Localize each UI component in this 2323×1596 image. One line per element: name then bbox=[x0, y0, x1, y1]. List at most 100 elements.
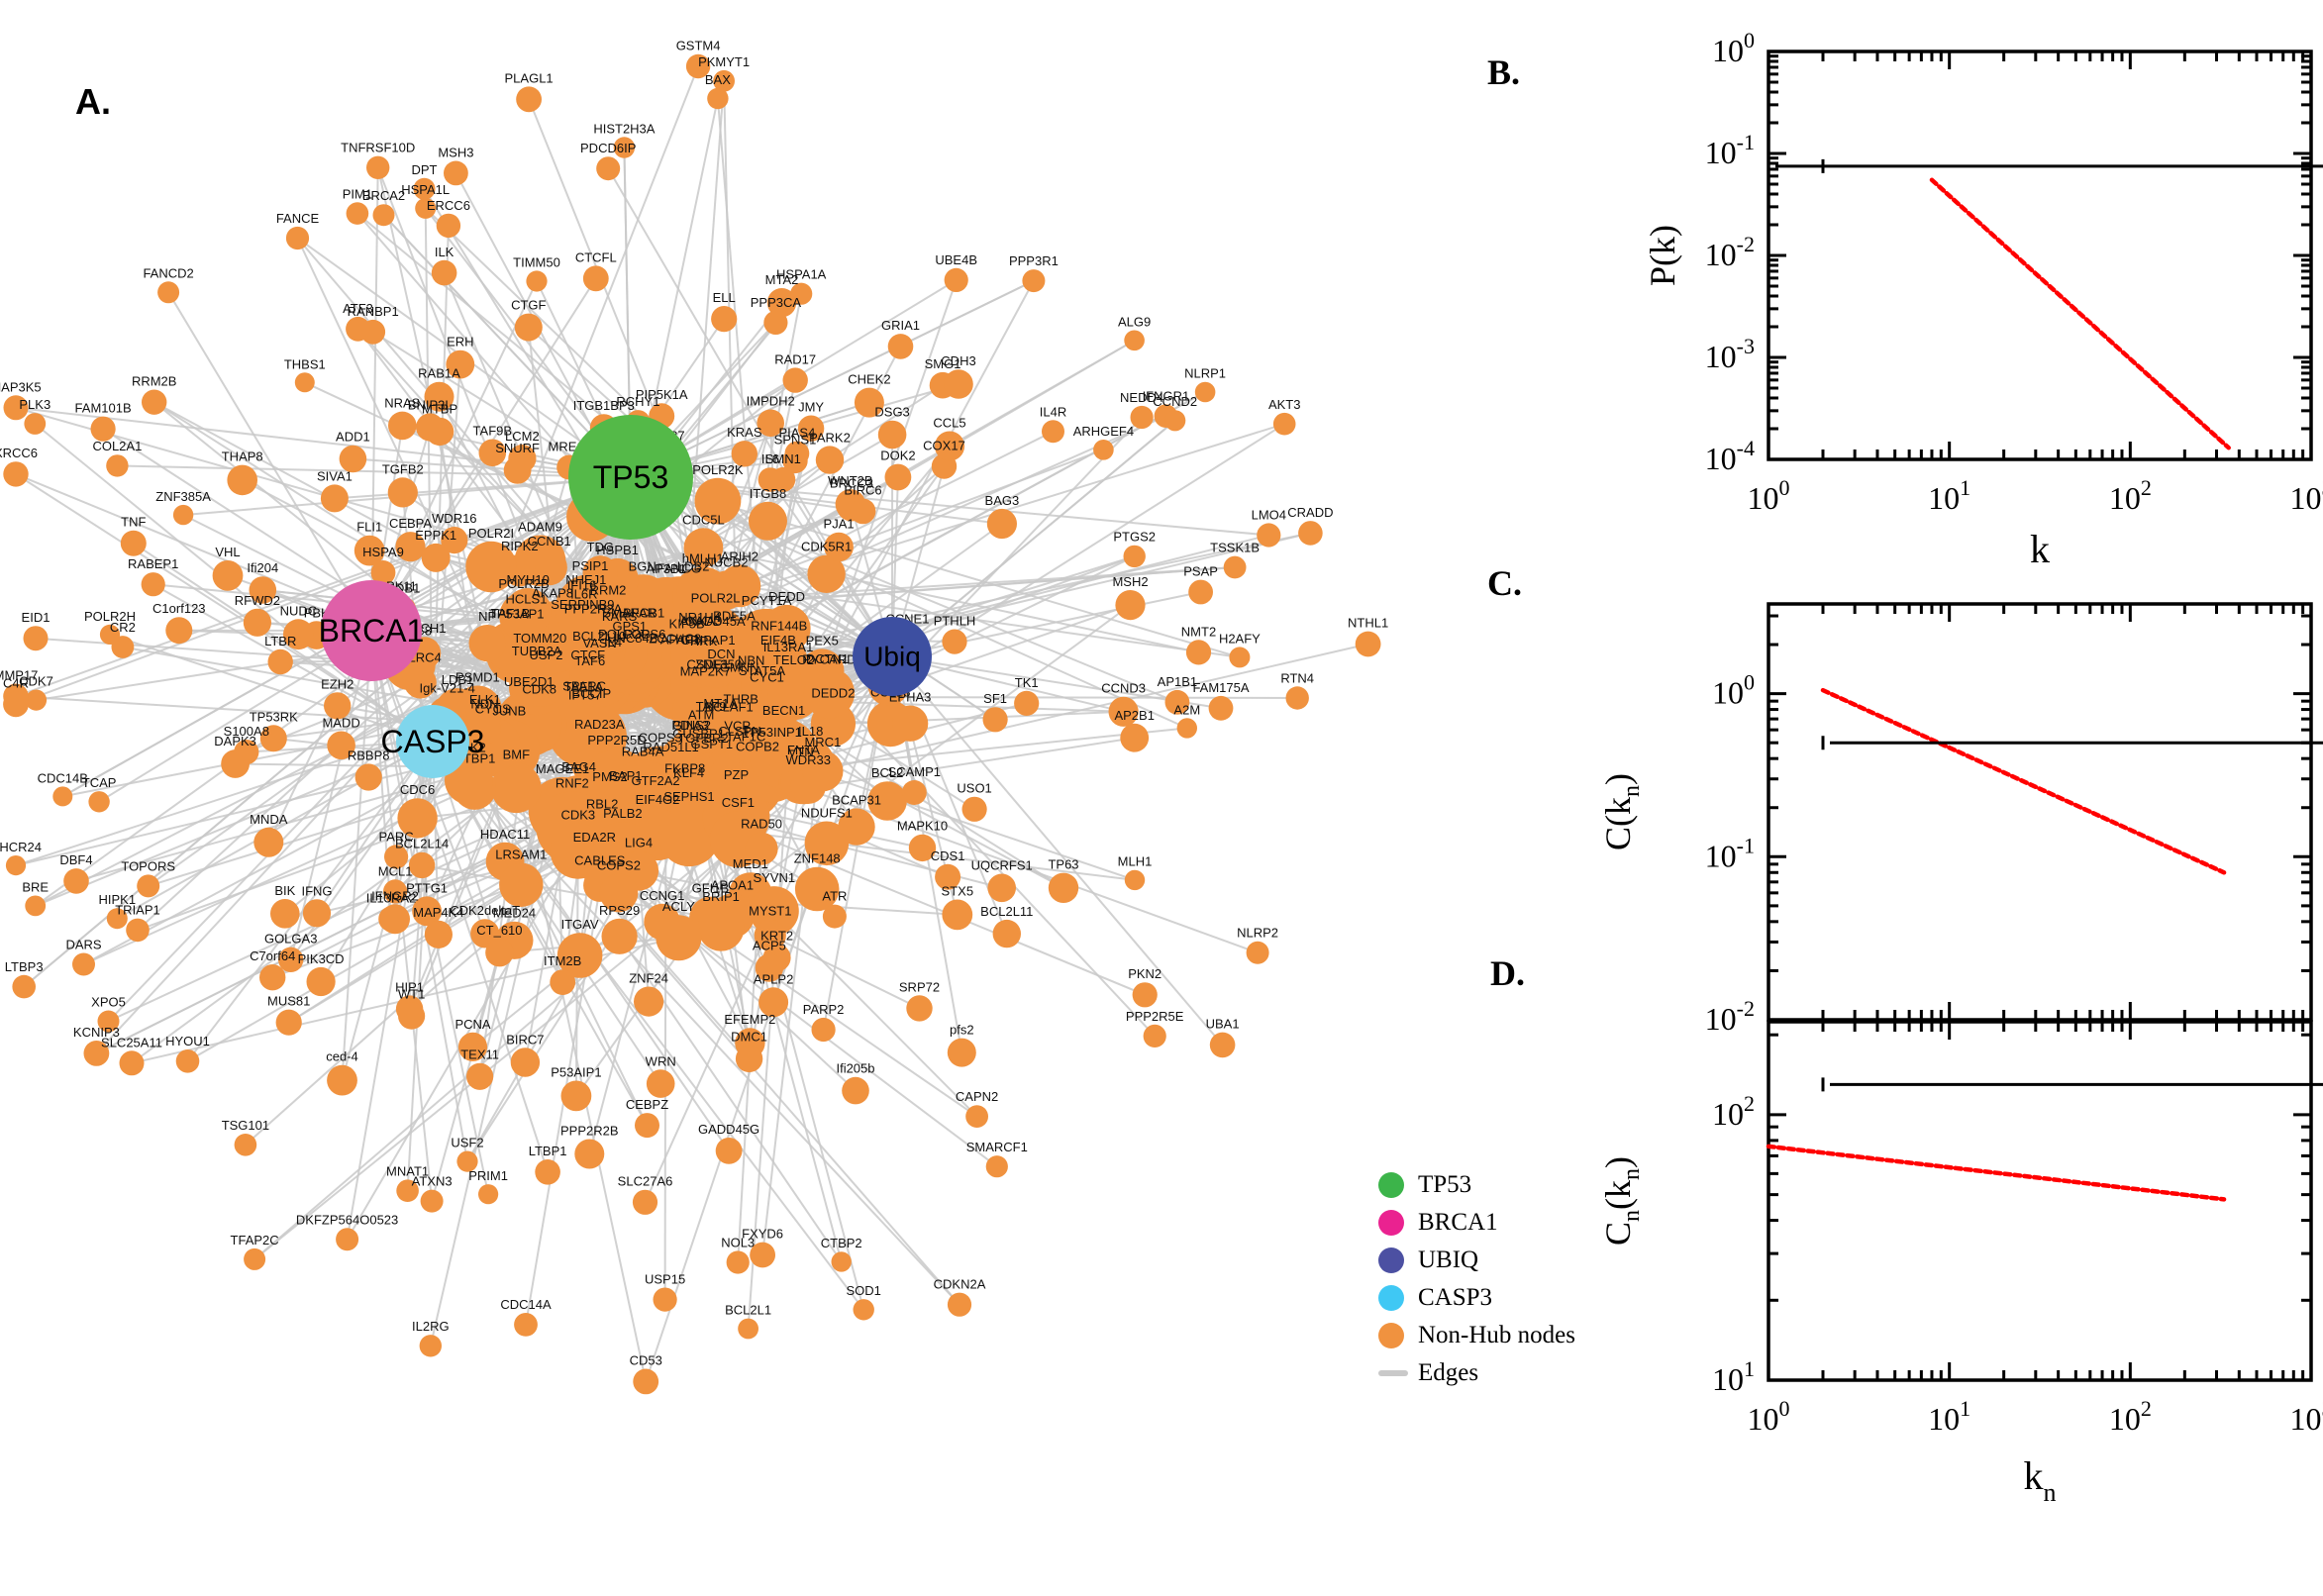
network-node bbox=[384, 845, 409, 869]
network-node-label: KRT2 bbox=[760, 928, 793, 943]
network-node bbox=[514, 313, 543, 342]
network-node-label: MSH2 bbox=[1112, 574, 1148, 589]
network-node-label: hMLH1 bbox=[682, 551, 724, 566]
network-node-label: DAPK3 bbox=[214, 734, 256, 748]
legend-node-circle-icon bbox=[1378, 1323, 1404, 1348]
network-node bbox=[25, 689, 48, 711]
network-node-label: SIVA1 bbox=[317, 468, 353, 483]
network-node-label: PPP2R2B bbox=[560, 1124, 619, 1139]
network-node bbox=[419, 1335, 442, 1357]
network-node-label: POLR2K bbox=[692, 462, 744, 477]
network-node bbox=[824, 532, 854, 562]
network-edge bbox=[15, 473, 434, 743]
network-node-label: FANCD2 bbox=[143, 265, 193, 280]
network-node-label: IMPDH2 bbox=[747, 393, 795, 408]
network-node-label: EIF4G2 bbox=[636, 792, 680, 807]
network-node bbox=[283, 619, 314, 650]
network-node bbox=[106, 908, 128, 930]
network-node-label: MYST1 bbox=[749, 904, 791, 919]
network-node bbox=[63, 868, 89, 894]
network-node-label: CDH3 bbox=[941, 353, 975, 368]
network-node bbox=[738, 1318, 758, 1340]
network-node-label: CR2 bbox=[110, 620, 136, 635]
network-node-label: MTBP bbox=[422, 402, 457, 417]
network-node bbox=[1298, 521, 1323, 546]
network-node bbox=[601, 918, 638, 954]
network-node-label: PIM1 bbox=[343, 186, 372, 201]
network-node-label: TRIAP1 bbox=[115, 903, 160, 918]
network-node-label: HSPA9 bbox=[362, 545, 404, 559]
network-node bbox=[811, 1017, 836, 1043]
network-node bbox=[478, 1184, 499, 1205]
network-node-label: RPS29 bbox=[599, 903, 640, 918]
y-tick-label: 10-2 bbox=[1705, 232, 1755, 272]
network-node-label: ELK1 bbox=[469, 692, 501, 707]
network-node-label: CDC6 bbox=[400, 782, 435, 797]
network-edge bbox=[891, 655, 1224, 1047]
network-node-label: THRB bbox=[724, 691, 758, 706]
network-node bbox=[120, 530, 147, 556]
network-node-label: CDK3 bbox=[560, 807, 595, 822]
legend-item-2: UBIQ bbox=[1378, 1242, 1575, 1279]
network-node bbox=[324, 692, 352, 720]
network-node-label: CDC14A bbox=[500, 1297, 552, 1312]
network-node bbox=[234, 1134, 257, 1156]
network-node bbox=[850, 498, 876, 525]
network-node bbox=[942, 629, 967, 654]
network-node bbox=[526, 270, 548, 292]
network-node bbox=[755, 953, 784, 982]
network-node-label: PMS2 bbox=[592, 769, 627, 784]
y-tick-label: 101 bbox=[1712, 1356, 1755, 1397]
network-node-label: MUS81 bbox=[267, 994, 310, 1009]
network-node-label: IL4R bbox=[1040, 404, 1066, 419]
network-node-label: GADD45G bbox=[698, 1122, 759, 1137]
network-node bbox=[397, 798, 438, 839]
network-node-label: PRIM1 bbox=[468, 1168, 508, 1183]
network-node bbox=[656, 915, 702, 961]
network-node-label: WDR16 bbox=[432, 511, 477, 526]
network-node bbox=[446, 349, 475, 379]
network-node-label: APAF1 bbox=[660, 632, 700, 647]
legend-item-0: TP53 bbox=[1378, 1166, 1575, 1204]
network-node-label: SNURF bbox=[495, 441, 540, 455]
network-node-label: ILK bbox=[435, 245, 454, 259]
network-node-label: CSF1 bbox=[722, 795, 755, 810]
network-node-label: FAM101B bbox=[75, 401, 132, 416]
network-node-label: TAF6 bbox=[574, 653, 605, 668]
network-node-label: MSH3 bbox=[438, 145, 473, 159]
network-node-label: ATR bbox=[822, 889, 847, 904]
network-node-label: GRIA1 bbox=[881, 318, 920, 333]
network-node-label: IFI16 bbox=[567, 577, 597, 592]
network-node-label: RBL2 bbox=[586, 797, 619, 812]
power-law-fit-line bbox=[1929, 177, 2231, 450]
network-node-label: EIF4B bbox=[760, 633, 796, 648]
network-node-label: BIRC7 bbox=[506, 1032, 544, 1047]
network-node-label: TP53AP1 bbox=[489, 607, 545, 622]
network-node bbox=[713, 69, 735, 92]
network-node-label: SMARCF1 bbox=[966, 1140, 1028, 1154]
network-node-label: FAM175A bbox=[1192, 680, 1249, 695]
network-node-label: HSPA1L bbox=[401, 182, 450, 197]
network-node bbox=[633, 1368, 659, 1395]
network-node bbox=[961, 796, 987, 822]
network-node bbox=[244, 1247, 266, 1270]
network-node-label: PTGS2 bbox=[1113, 530, 1156, 545]
network-node-label: NLRP1 bbox=[1184, 366, 1226, 381]
network-node bbox=[550, 969, 576, 995]
network-node-label: IL4 bbox=[604, 635, 622, 649]
network-node-label: GINS2 bbox=[672, 718, 711, 733]
network-node-label: CDKN2A bbox=[934, 1277, 986, 1292]
network-node-label: CDS1 bbox=[931, 848, 965, 863]
network-node bbox=[944, 369, 973, 399]
network-node-label: RAD23A bbox=[574, 717, 625, 732]
network-node bbox=[635, 1113, 659, 1139]
network-node-label: TFAP2C bbox=[231, 1233, 279, 1247]
network-node-label: PTTG1 bbox=[406, 880, 448, 895]
network-node bbox=[412, 896, 442, 927]
network-node-label: PPP2R5E bbox=[1126, 1009, 1184, 1024]
network-node bbox=[646, 1069, 675, 1098]
network-legend: TP53 BRCA1 UBIQ CASP3 Non-Hub nodes Edges bbox=[1378, 1166, 1575, 1392]
hub-node-casp3 bbox=[396, 705, 469, 778]
network-node-label: CCND3 bbox=[1101, 681, 1146, 696]
network-node bbox=[877, 420, 907, 449]
